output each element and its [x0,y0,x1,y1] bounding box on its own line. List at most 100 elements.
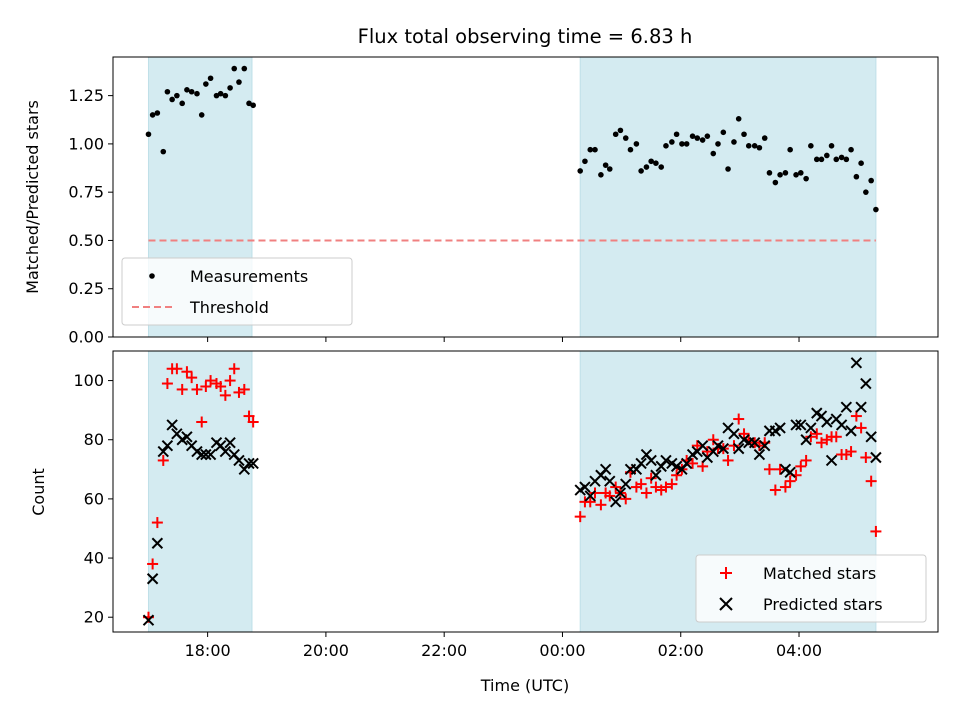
matched-star-point [595,499,607,511]
top-panel: 0.00 0.25 0.50 0.75 1.00 1.25 Matched/Predict… [23,56,939,347]
matched-star-point [191,383,203,395]
measurement-point [863,189,869,195]
measurement-point [745,143,752,149]
measurement-point [587,146,594,153]
predicted-star-point [790,419,802,431]
bottom-plot-frame [112,350,939,633]
measurement-point [582,158,588,165]
measurement-point [824,152,830,159]
matched-star-point [200,380,212,392]
matched-star-point [769,484,781,496]
matched-star-point [157,454,169,466]
top-legend: Measurements Threshold [121,257,353,326]
measurement-point [766,170,773,176]
matched-star-point [151,517,163,529]
measurement-point [782,170,789,176]
matched-star-point [228,363,240,375]
matched-star-point [865,475,877,487]
legend-marker-measurements [149,273,155,279]
measurement-point [673,131,680,138]
measurement-point [653,160,659,167]
predicted-star-point [670,460,683,473]
measurement-point [149,112,156,118]
matched-star-point [645,472,657,484]
matched-star-point [784,475,796,487]
measurement-point [699,137,706,143]
matched-star-point [589,487,601,499]
measurement-point [808,143,814,149]
predicted-star-point [759,439,771,452]
measurement-point [174,92,180,99]
x-tick-label: 22:00 [421,641,467,660]
matched-star-point [610,481,622,493]
matched-star-point [666,478,678,490]
matched-star-point [181,366,193,378]
predicted-star-point [732,442,745,455]
matched-star-point [800,454,812,466]
measurement-point [154,110,161,116]
matched-star-point [660,481,672,493]
predicted-star-point [620,478,632,490]
measurement-point [756,144,763,151]
measurement-point [194,90,200,97]
matched-star-point [779,481,791,493]
measurement-point [725,166,731,172]
x-tick-label: 00:00 [539,641,585,660]
measurement-point [710,150,717,157]
predicted-star-point [650,469,662,481]
matched-star-point [620,493,632,505]
measurement-point [622,135,629,141]
predicted-star-point [609,496,622,508]
measurement-point [683,141,690,147]
measurement-point [787,146,793,153]
measurement-point [735,115,742,122]
measurement-point [663,143,669,149]
matched-star-point [635,478,647,490]
measurement-point [592,146,598,153]
y-tick-label: 0.75 [68,183,104,202]
measurement-point [217,90,224,97]
predicted-star-point [696,439,709,452]
predicted-star-point [717,442,730,455]
predicted-star-point [233,454,245,467]
measurement-point [602,162,609,168]
legend-marker-matched [720,567,732,579]
y-tick-label: 20 [84,608,104,627]
measurement-point [704,133,711,139]
measurement-point [169,96,175,103]
predicted-star-point [196,448,208,461]
predicted-star-point [224,436,236,449]
predicted-star-point [161,439,174,452]
matched-star-point [845,446,857,458]
predicted-star-point [865,431,877,443]
y-tick-label: 0.25 [68,279,104,298]
predicted-star-point [166,419,178,431]
measurement-point [853,173,860,180]
measurement-point [720,129,727,136]
matched-star-point [707,434,719,446]
predicted-star-point [835,419,848,431]
predicted-star-point [840,401,853,413]
x-axis-label: Time (UTC) [480,676,569,695]
measurement-point [179,100,185,107]
predicted-star-point [821,416,833,428]
measurement-point [633,141,640,147]
matched-star-point [247,416,259,428]
measurement-point [598,171,604,178]
measurement-point [741,131,747,138]
matched-star-point [205,375,217,387]
measurement-point [679,141,685,147]
y-tick-label: 0.50 [68,231,104,250]
measurement-point [606,166,613,172]
matched-star-point [584,496,596,508]
predicted-star-point [142,614,155,626]
top-plot-frame [112,56,939,338]
measurement-point [777,171,783,178]
predicted-star-point [728,428,740,440]
chart-title: Flux total observing time = 6.83 h [358,25,693,48]
measurement-point [818,156,825,163]
measurement-point [669,139,675,145]
matched-star-point [728,440,740,452]
measurement-point [731,139,737,145]
